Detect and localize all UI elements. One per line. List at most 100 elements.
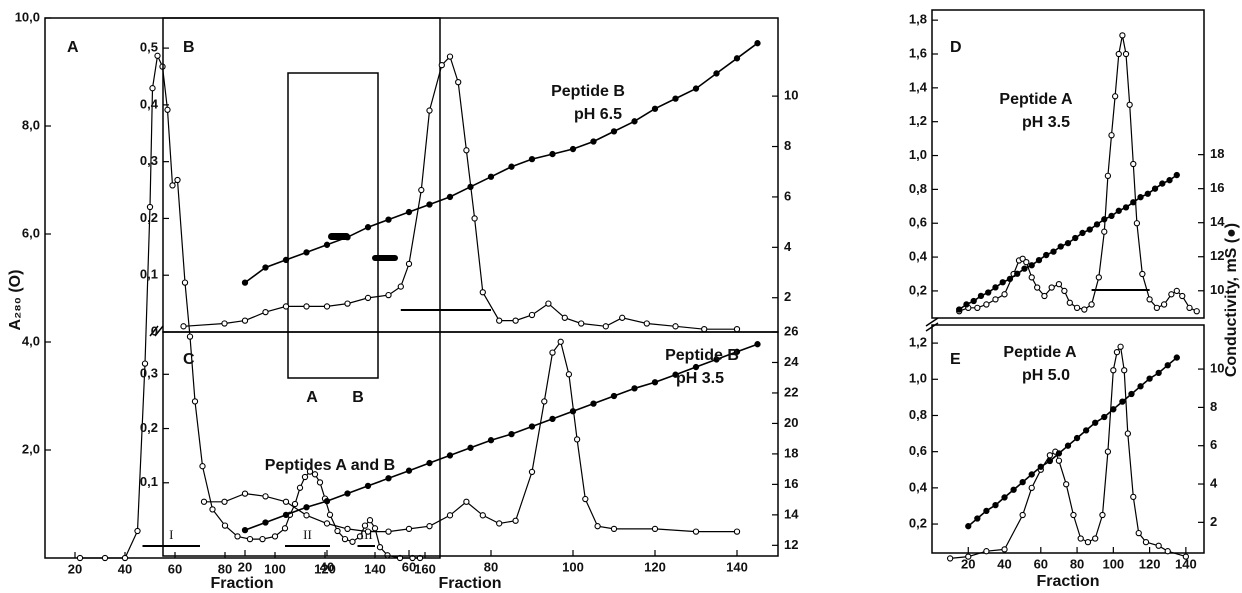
x-tick-label: 60	[402, 559, 416, 574]
y-tick-label: 1,2	[909, 335, 927, 350]
absorbance-point	[200, 498, 208, 505]
absorbance-point	[271, 533, 279, 540]
absorbance-point	[1108, 132, 1115, 139]
absorbance-point	[246, 535, 254, 543]
x-tick-label: 40	[320, 559, 334, 574]
conductivity-point	[1086, 226, 1093, 233]
conductivity-point	[1108, 212, 1115, 220]
absorbance-point	[565, 371, 573, 378]
absorbance-point	[376, 544, 384, 551]
conductivity-point	[1028, 471, 1035, 478]
y2-tick-label: 12	[1210, 248, 1224, 263]
y-tick-label: 0,8	[909, 407, 927, 422]
conductivity-point	[528, 423, 536, 430]
absorbance-point	[1115, 50, 1122, 58]
y-tick-label: 0,2	[909, 282, 927, 297]
absorbance-point	[463, 147, 470, 154]
panel-frame	[931, 324, 1205, 554]
annotation: pH 6.5	[574, 106, 622, 123]
absorbance-point	[1130, 160, 1137, 168]
absorbance-point	[296, 484, 304, 491]
conductivity-point	[1046, 457, 1054, 465]
absorbance-point	[1126, 101, 1133, 108]
conductivity-point	[262, 264, 269, 271]
absorbance-point	[463, 498, 470, 505]
absorbance-point	[1164, 548, 1171, 555]
absorbance-point	[361, 522, 369, 529]
conductivity-point	[733, 348, 741, 355]
x-tick-label: 60	[1034, 556, 1048, 571]
y-tick-label: 0,2	[140, 210, 158, 225]
axis-break-c	[149, 325, 164, 337]
absorbance-point	[1182, 553, 1190, 560]
conductivity-point	[1037, 463, 1044, 470]
panel: B 0 0,1 0,2 0,3 0,4 0,5 2 4 6 8 10 Peptide B pH 6.5	[140, 17, 798, 338]
conductivity-point	[1128, 390, 1135, 398]
conductivity-point	[241, 526, 249, 534]
absorbance-point	[1055, 457, 1063, 464]
conductivity-point	[344, 490, 351, 497]
conductivity-point	[1144, 190, 1151, 197]
y2-tick-label: 16	[1210, 180, 1224, 195]
absorbance-point	[281, 525, 289, 532]
y-tick-label: 0,1	[140, 474, 158, 489]
absorbance-point	[471, 215, 478, 222]
conductivity-point	[467, 183, 474, 190]
annotation: Peptide B	[665, 347, 739, 364]
absorbance-point	[496, 317, 503, 324]
absorbance-point	[1055, 281, 1063, 288]
absorbance-point	[643, 320, 650, 327]
absorbance-point	[446, 512, 454, 519]
y2-tick-label: 24	[784, 354, 799, 369]
absorbance-point	[301, 473, 309, 481]
y-tick-label: 0,5	[140, 40, 158, 55]
conductivity-point	[364, 482, 372, 490]
absorbance-point	[541, 398, 548, 405]
y2-tick-label: 14	[784, 506, 799, 521]
conductivity-point	[1043, 251, 1050, 259]
y-tick-label: 1,8	[909, 12, 927, 27]
break-stroke	[149, 325, 159, 337]
absorbance-point	[169, 182, 176, 189]
x-tick-label: 80	[1070, 556, 1084, 571]
absorbance-point	[356, 533, 364, 540]
absorbance-point	[371, 525, 379, 532]
y-tick-label: 0,6	[909, 215, 927, 230]
absorbance-point	[303, 512, 310, 519]
absorbance-point	[164, 106, 171, 113]
conductivity-point	[1101, 216, 1108, 223]
conductivity-point	[1130, 199, 1137, 206]
panel: E 0,2 0,4 0,6 0,8 1,0 1,2 2 4 6 8 10 20 40 60 80 100 120 1…	[909, 324, 1224, 590]
conductivity-point	[713, 356, 720, 363]
y2-tick-label: 22	[784, 384, 798, 399]
conductivity-point	[692, 363, 700, 371]
conductivity-point	[965, 523, 972, 530]
conductivity-point	[983, 507, 990, 514]
absorbance-point	[1101, 228, 1108, 235]
gel-band	[372, 255, 398, 261]
series-line	[950, 345, 1187, 559]
conductivity-point	[508, 163, 515, 170]
conductivity-point	[364, 224, 372, 231]
conductivity-point	[405, 208, 413, 216]
panel: D 0,2 0,4 0,6 0,8 1,0 1,2 1,4 1,6 1,8 10 12 14 16 18 Pe…	[909, 9, 1240, 377]
conductivity-point	[992, 501, 999, 509]
panel-frame	[931, 9, 1205, 319]
x-tick-label: 160	[414, 561, 436, 576]
absorbance-point	[1111, 93, 1119, 100]
absorbance-point	[191, 398, 199, 405]
absorbance-point	[946, 555, 954, 562]
x-tick-label: 120	[644, 559, 666, 574]
x-tick-label: 40	[997, 556, 1011, 571]
absorbance-point	[1117, 343, 1124, 350]
conductivity-point	[487, 437, 495, 444]
absorbance-point	[582, 495, 589, 503]
conductivity-point	[446, 452, 454, 459]
absorbance-point	[701, 326, 708, 333]
absorbance-point	[1133, 220, 1141, 227]
conductivity-point	[590, 400, 597, 407]
y2-tick-label: 14	[1210, 214, 1225, 229]
absorbance-point	[76, 554, 84, 562]
x-tick-label: 40	[118, 561, 132, 576]
conductivity-point	[1001, 494, 1008, 501]
